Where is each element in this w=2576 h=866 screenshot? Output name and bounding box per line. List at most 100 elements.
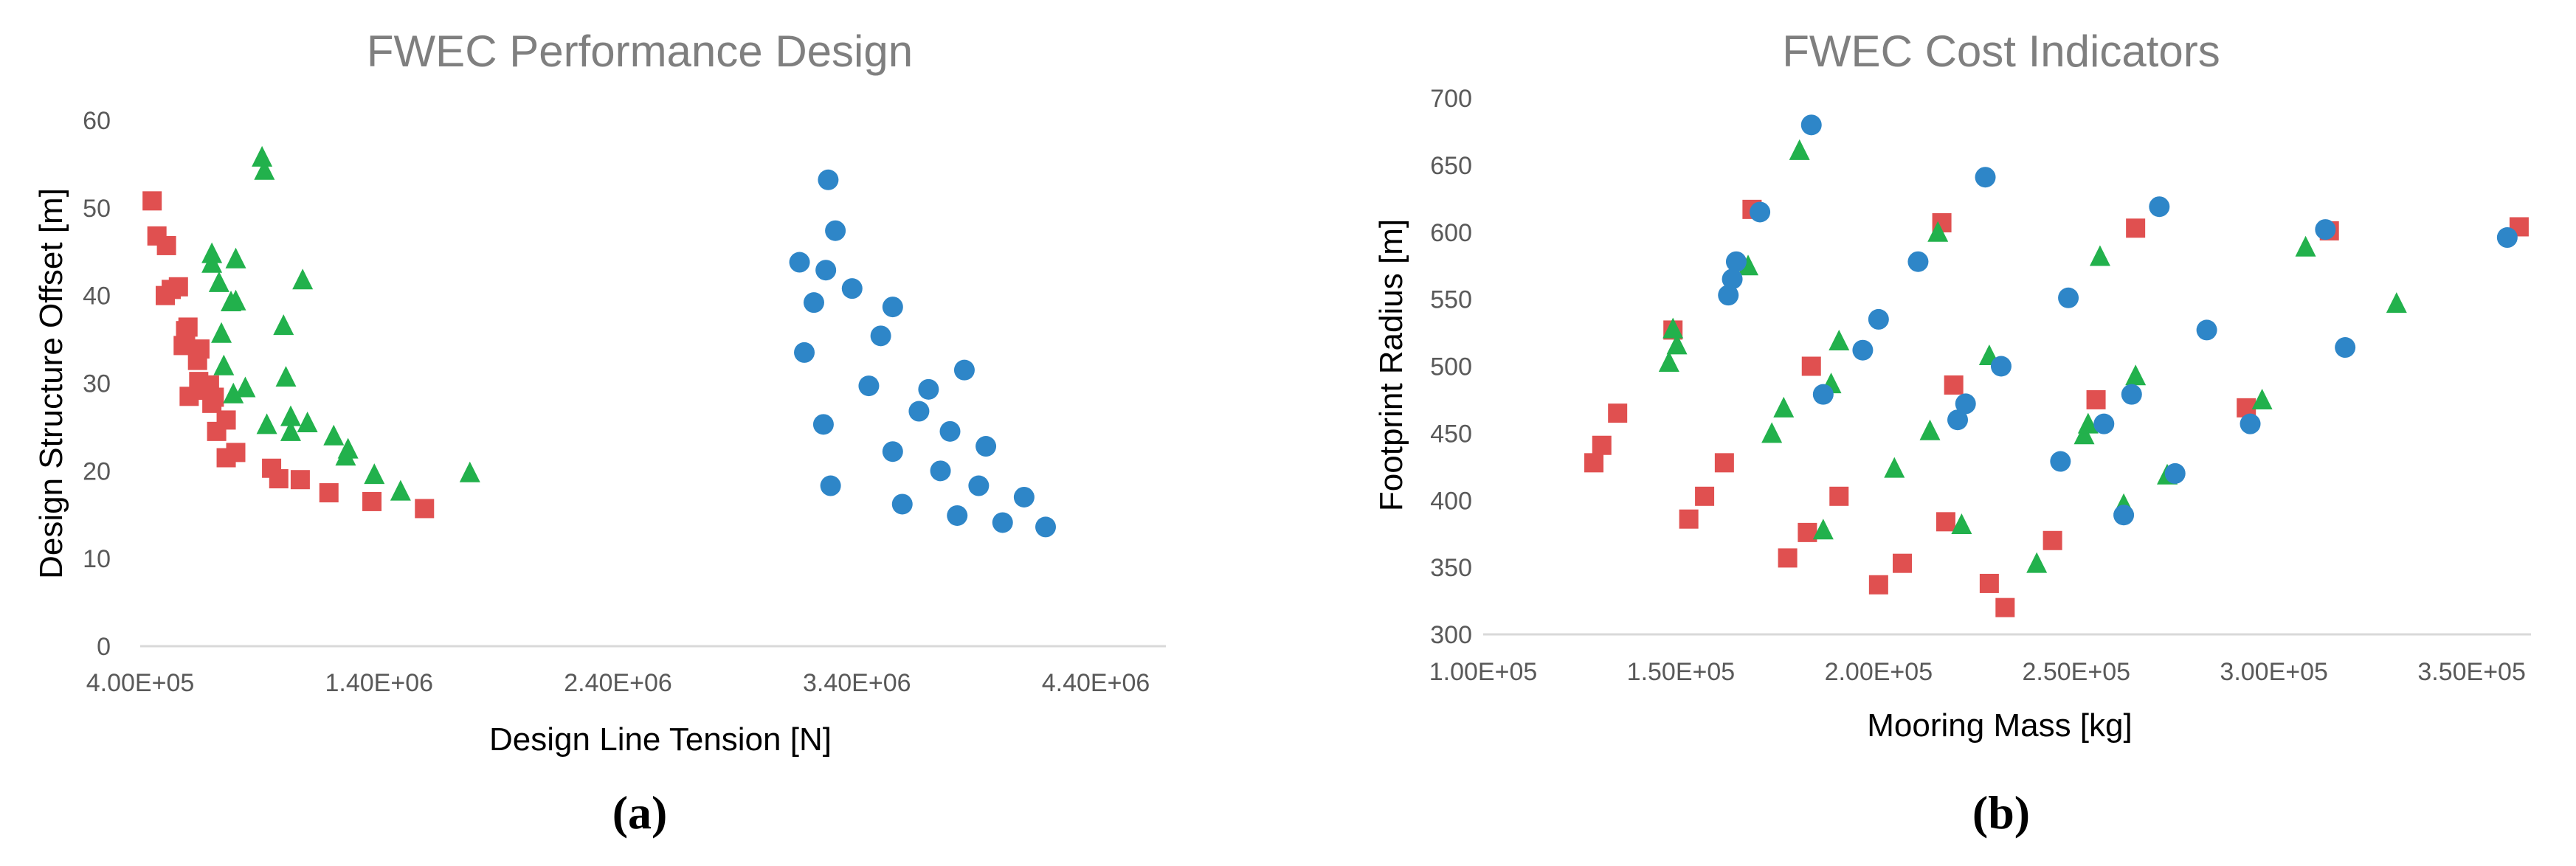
square-data-point: [1679, 509, 1699, 529]
triangle-data-point: [2386, 292, 2407, 314]
triangle-data-point: [459, 461, 480, 482]
circle-data-point: [1800, 114, 1822, 136]
chart-b-title: FWEC Cost Indicators: [1782, 27, 2220, 76]
y-tick-label: 650: [1430, 152, 1472, 180]
y-tick-label: 350: [1430, 554, 1472, 582]
circle-data-point: [939, 420, 961, 442]
triangle-data-point: [1773, 396, 1795, 418]
triangle-data-point: [364, 463, 385, 485]
triangle-data-point: [1666, 333, 1688, 355]
chart-a-y-ticks: 0 10 20 30 40 50 60: [83, 107, 111, 661]
circle-data-point: [1722, 269, 1743, 290]
triangle-data-point: [1884, 457, 1905, 478]
triangle-data-point: [1927, 221, 1949, 242]
square-data-point: [168, 277, 188, 297]
square-data-point: [1695, 486, 1715, 506]
triangle-data-point: [2073, 423, 2095, 445]
circle-data-point: [2315, 219, 2336, 240]
chart-b-y-ticks: 300 350 400 450 500 550 600 650 700: [1430, 85, 1472, 649]
circle-data-point: [1975, 167, 1996, 188]
triangle-data-point: [213, 354, 235, 375]
triangle-data-point: [1919, 419, 1941, 440]
x-tick-label: 4.40E+06: [1042, 669, 1150, 697]
circle-data-point: [1812, 384, 1834, 405]
circle-data-point: [818, 169, 839, 190]
triangle-data-point: [225, 247, 246, 269]
square-data-point: [142, 191, 162, 211]
circle-data-point: [891, 493, 913, 515]
circle-data-point: [841, 278, 863, 299]
circle-data-point: [976, 436, 997, 457]
triangle-data-point: [256, 413, 277, 434]
circle-data-point: [2113, 505, 2135, 526]
square-data-point: [178, 317, 198, 337]
circle-data-point: [918, 378, 939, 400]
triangle-data-point: [1812, 519, 1834, 540]
circle-data-point: [803, 292, 824, 314]
triangle-data-point: [2077, 412, 2099, 434]
circle-data-point: [1947, 409, 1969, 431]
triangle-data-point: [2295, 235, 2316, 257]
square-data-point: [1936, 512, 1955, 532]
circle-data-point: [908, 401, 930, 422]
chart-a: FWEC Performance Design 0 10 20 30 40 50 60 4.…: [33, 27, 1166, 839]
triangle-data-point: [335, 445, 356, 466]
square-data-point: [1714, 453, 1734, 473]
x-tick-label: 1.40E+06: [325, 669, 433, 697]
x-tick-label: 3.50E+05: [2417, 658, 2526, 686]
circle-data-point: [2149, 196, 2170, 218]
y-tick-label: 60: [83, 107, 111, 135]
circle-data-point: [2093, 413, 2115, 434]
square-data-point: [1592, 435, 1612, 455]
triangle-data-point: [1829, 329, 1850, 350]
circle-data-point: [1990, 356, 2012, 377]
circle-data-point: [820, 475, 841, 496]
square-data-point: [319, 483, 339, 503]
triangle-data-point: [235, 376, 256, 398]
circle-data-point: [1955, 393, 1976, 415]
chart-b-ylabel: Footprint Radius [m]: [1373, 219, 1409, 511]
circle-data-point: [1868, 308, 1889, 330]
y-tick-label: 600: [1430, 219, 1472, 247]
chart-a-x-ticks: 4.00E+05 1.40E+06 2.40E+06 3.40E+06 4.40E+06: [86, 669, 1150, 697]
x-tick-label: 3.40E+06: [803, 669, 911, 697]
y-tick-label: 10: [83, 545, 111, 573]
square-data-point: [1944, 375, 1964, 395]
triangle-data-point: [2125, 364, 2147, 386]
y-tick-label: 450: [1430, 420, 1472, 448]
triangle-data-point: [2026, 552, 2048, 573]
circle-data-point: [1852, 339, 1874, 361]
x-tick-label: 1.00E+05: [1429, 658, 1538, 686]
triangle-data-point: [254, 159, 275, 180]
square-data-point: [269, 469, 289, 489]
x-tick-label: 2.40E+06: [564, 669, 672, 697]
square-data-point: [190, 339, 210, 359]
square-data-point: [1608, 403, 1628, 423]
square-data-point: [1995, 597, 2015, 617]
square-data-point: [156, 235, 176, 255]
circle-data-point: [825, 220, 846, 241]
circle-data-point: [1725, 251, 1747, 272]
y-tick-label: 50: [83, 195, 111, 223]
circle-data-point: [968, 475, 990, 496]
circle-data-point: [2058, 287, 2079, 308]
square-data-point: [1893, 553, 1912, 573]
triangle-data-point: [390, 479, 411, 501]
triangle-data-point: [280, 405, 301, 426]
triangle-data-point: [273, 314, 294, 336]
triangle-data-point: [201, 252, 223, 273]
y-tick-label: 20: [83, 457, 111, 485]
y-tick-label: 700: [1430, 85, 1472, 113]
circle-data-point: [1013, 486, 1035, 508]
x-tick-label: 3.00E+05: [2220, 658, 2328, 686]
y-tick-label: 0: [97, 633, 111, 661]
circle-data-point: [2335, 337, 2356, 358]
triangle-data-point: [280, 420, 301, 441]
panel-label-a: (a): [612, 786, 668, 839]
x-tick-label: 2.00E+05: [1825, 658, 1933, 686]
triangle-data-point: [275, 366, 297, 387]
triangle-data-point: [292, 269, 314, 290]
square-data-point: [2126, 218, 2146, 238]
x-tick-label: 4.00E+05: [86, 669, 195, 697]
